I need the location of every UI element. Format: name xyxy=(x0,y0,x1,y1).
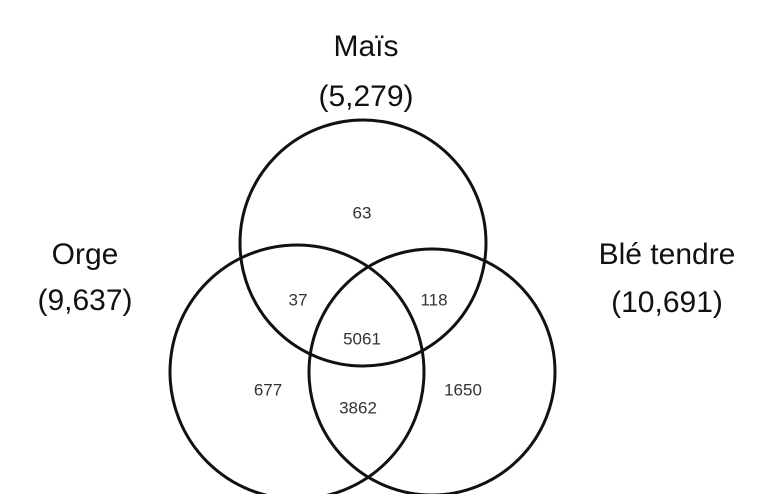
set-total: (9,637) xyxy=(37,284,132,317)
set-total: (5,279) xyxy=(318,80,413,113)
set-total: (10,691) xyxy=(611,286,723,319)
region-count: 5061 xyxy=(343,329,381,348)
set-name: Blé tendre xyxy=(599,238,736,271)
set-circle xyxy=(238,118,488,368)
region-count: 63 xyxy=(353,203,372,222)
region-count: 37 xyxy=(289,290,308,309)
set-circle xyxy=(168,243,426,494)
region-count: 1650 xyxy=(444,380,482,399)
region-count: 3862 xyxy=(339,398,377,417)
set-name: Maïs xyxy=(333,30,398,63)
set-circle xyxy=(307,247,557,494)
region-count: 118 xyxy=(420,290,447,309)
region-count: 677 xyxy=(254,380,282,399)
set-name: Orge xyxy=(52,238,119,271)
